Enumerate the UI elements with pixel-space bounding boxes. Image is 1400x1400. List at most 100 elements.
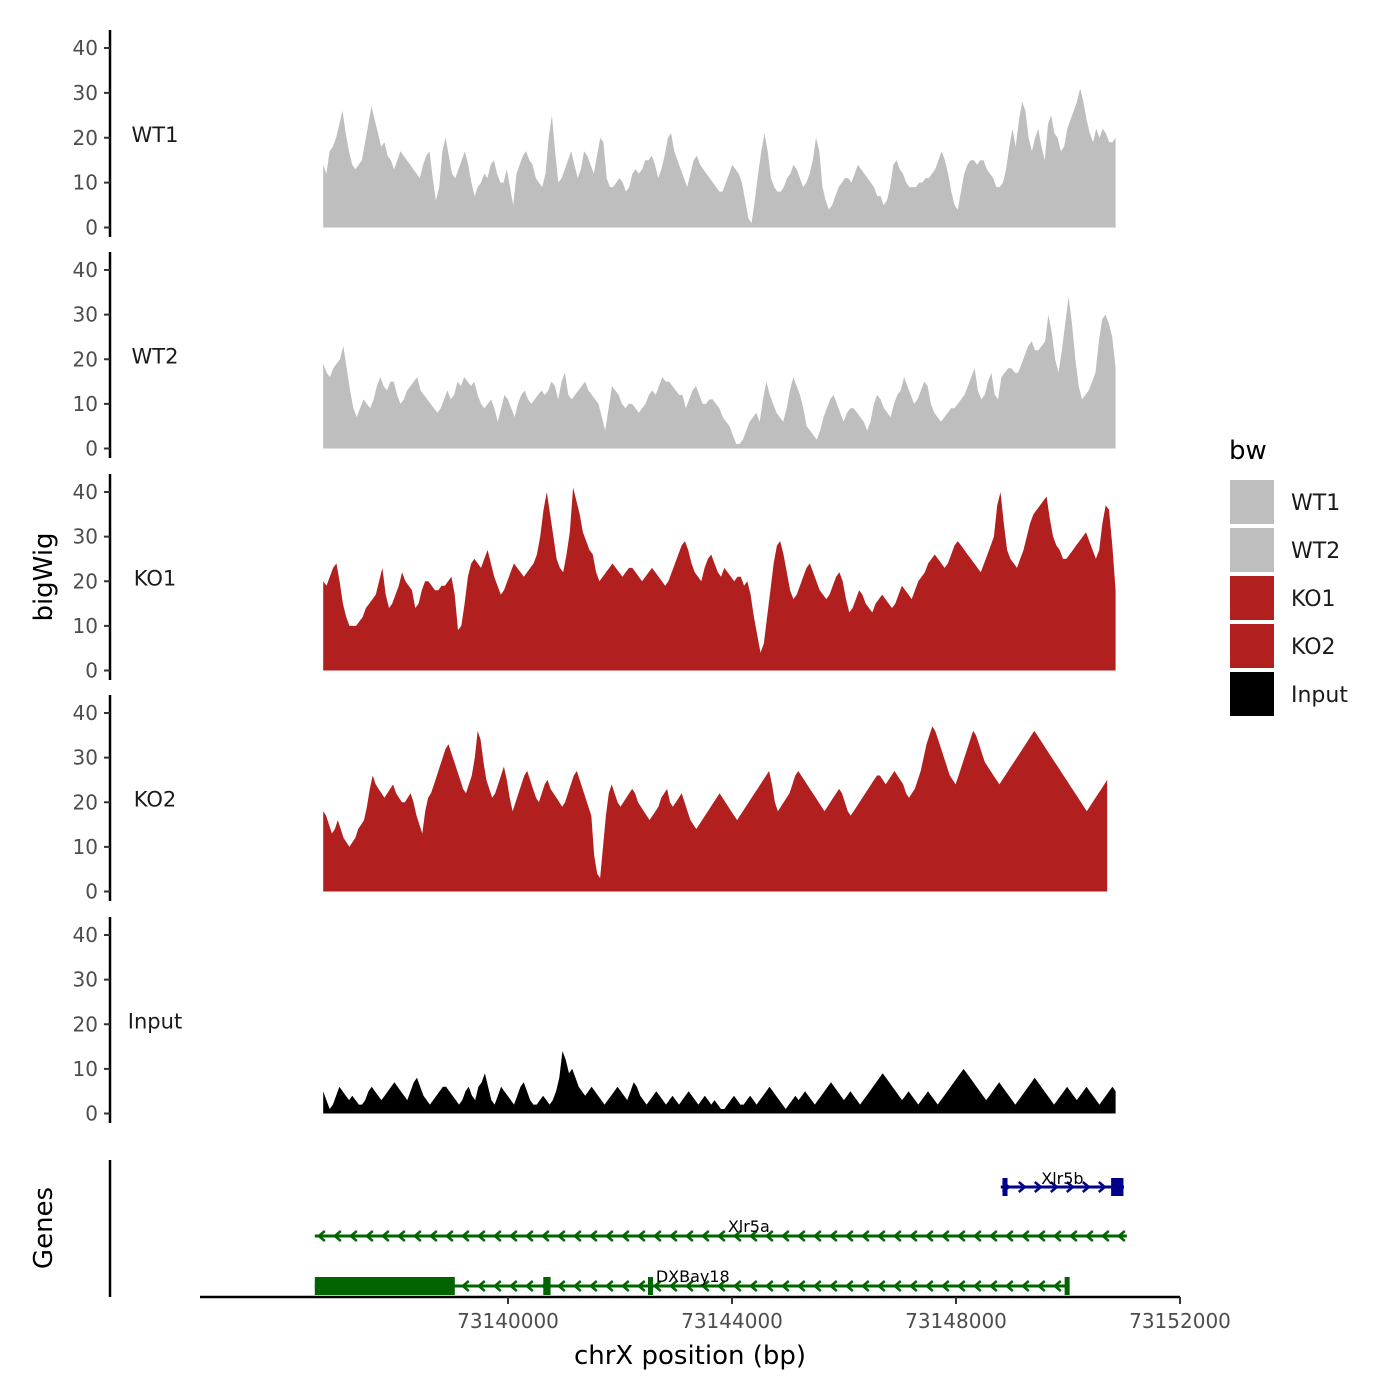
- exon-block: [314, 1277, 455, 1295]
- strand-arrow: [1049, 1181, 1059, 1193]
- track-label-input: Input: [128, 1009, 182, 1033]
- strand-arrow: [332, 1230, 342, 1242]
- legend-swatch-ko2: [1230, 624, 1274, 668]
- y-tick-label: 20: [73, 347, 98, 371]
- strand-arrow: [908, 1280, 918, 1292]
- strand-arrow: [780, 1230, 790, 1242]
- track-label-wt2: WT2: [132, 344, 179, 368]
- strand-arrow: [668, 1230, 678, 1242]
- strand-arrow: [428, 1230, 438, 1242]
- legend-swatch-ko1: [1230, 576, 1274, 620]
- legend: bw WT1 WT2 KO1 KO2 Input: [1229, 436, 1348, 716]
- strand-arrow: [700, 1280, 710, 1292]
- strand-arrow: [1036, 1230, 1046, 1242]
- x-tick-label: 73144000: [681, 1309, 783, 1333]
- strand-arrow: [652, 1230, 662, 1242]
- strand-arrow: [460, 1230, 470, 1242]
- strand-arrow: [780, 1280, 790, 1292]
- coverage-area-ko1: [323, 487, 1116, 671]
- strand-arrow: [1100, 1230, 1110, 1242]
- y-tick-label: 20: [73, 790, 98, 814]
- strand-arrow: [1116, 1230, 1126, 1242]
- y-tick-label: 0: [85, 659, 98, 683]
- strand-arrow: [1036, 1280, 1046, 1292]
- gene-track: Xlr5b Xlr5a DXBay18: [108, 1160, 1127, 1297]
- strand-arrow: [1084, 1230, 1094, 1242]
- y-tick-label: 40: [73, 480, 98, 504]
- coverage-area-ko2: [323, 726, 1108, 892]
- y-tick-label: 10: [73, 1057, 98, 1081]
- coverage-area-input: [323, 1051, 1116, 1114]
- strand-arrow: [412, 1230, 422, 1242]
- y-tick-label: 0: [85, 1102, 98, 1126]
- strand-arrow: [492, 1280, 502, 1292]
- strand-arrow: [556, 1280, 566, 1292]
- y-tick-label: 30: [73, 81, 98, 105]
- strand-arrow: [508, 1280, 518, 1292]
- strand-arrow: [460, 1280, 470, 1292]
- strand-arrow: [876, 1230, 886, 1242]
- strand-arrow: [892, 1280, 902, 1292]
- legend-label-wt2: WT2: [1291, 539, 1340, 564]
- strand-arrow: [956, 1280, 966, 1292]
- legend-label-wt1: WT1: [1291, 491, 1340, 516]
- strand-arrow: [684, 1230, 694, 1242]
- strand-arrow: [828, 1280, 838, 1292]
- strand-arrow: [716, 1230, 726, 1242]
- strand-arrow: [924, 1280, 934, 1292]
- track-panel-wt2: 0 10 20 30 40 WT2: [73, 252, 1116, 461]
- strand-arrow: [732, 1230, 742, 1242]
- strand-arrow: [924, 1230, 934, 1242]
- strand-arrow: [700, 1230, 710, 1242]
- strand-arrow: [604, 1230, 614, 1242]
- exon-block: [1111, 1178, 1124, 1196]
- strand-arrow: [764, 1230, 774, 1242]
- coverage-tracks: 0 10 20 30 40 WT1 0 10 20 30 40 WT2 0 10 20 30 40 KO1 0 10 2…: [73, 30, 1116, 1126]
- coverage-area-wt1: [323, 88, 1116, 228]
- strand-arrow: [620, 1280, 630, 1292]
- y-tick-label: 0: [85, 880, 98, 904]
- legend-swatch-input: [1230, 672, 1274, 716]
- strand-arrow: [508, 1230, 518, 1242]
- gene-xlr5a: Xlr5a: [314, 1217, 1127, 1242]
- strand-arrow: [1081, 1181, 1091, 1193]
- strand-arrow: [556, 1230, 566, 1242]
- y-tick-label: 0: [85, 216, 98, 240]
- y-tick-label: 40: [73, 923, 98, 947]
- strand-arrow: [812, 1280, 822, 1292]
- strand-arrow: [876, 1280, 886, 1292]
- strand-arrow: [956, 1230, 966, 1242]
- x-axis: 73140000 73144000 73148000 73152000: [200, 1295, 1231, 1333]
- strand-arrow: [1033, 1181, 1043, 1193]
- track-panel-ko1: 0 10 20 30 40 KO1: [73, 474, 1116, 683]
- strand-arrow: [492, 1230, 502, 1242]
- strand-arrow: [972, 1280, 982, 1292]
- exon-block: [1064, 1277, 1070, 1295]
- legend-swatch-wt2: [1230, 528, 1274, 572]
- y-tick-label: 20: [73, 1012, 98, 1036]
- strand-arrow: [1020, 1230, 1030, 1242]
- strand-arrow: [748, 1280, 758, 1292]
- strand-arrow: [764, 1280, 774, 1292]
- strand-arrow: [860, 1280, 870, 1292]
- strand-arrow: [716, 1280, 726, 1292]
- track-panel-ko2: 0 10 20 30 40 KO2: [73, 695, 1108, 904]
- strand-arrow: [796, 1280, 806, 1292]
- legend-title: bw: [1229, 436, 1267, 466]
- strand-arrow: [476, 1230, 486, 1242]
- strand-arrow: [540, 1230, 550, 1242]
- strand-arrow: [1004, 1280, 1014, 1292]
- strand-arrow: [396, 1230, 406, 1242]
- strand-arrow: [972, 1230, 982, 1242]
- strand-arrow: [860, 1230, 870, 1242]
- y-tick-label: 0: [85, 437, 98, 461]
- strand-arrow: [908, 1230, 918, 1242]
- strand-arrow: [604, 1280, 614, 1292]
- strand-arrow: [732, 1280, 742, 1292]
- gene-label: Xlr5a: [728, 1217, 770, 1236]
- strand-arrow: [988, 1280, 998, 1292]
- track-label-wt1: WT1: [132, 123, 179, 147]
- strand-arrow: [796, 1230, 806, 1242]
- strand-arrow: [636, 1280, 646, 1292]
